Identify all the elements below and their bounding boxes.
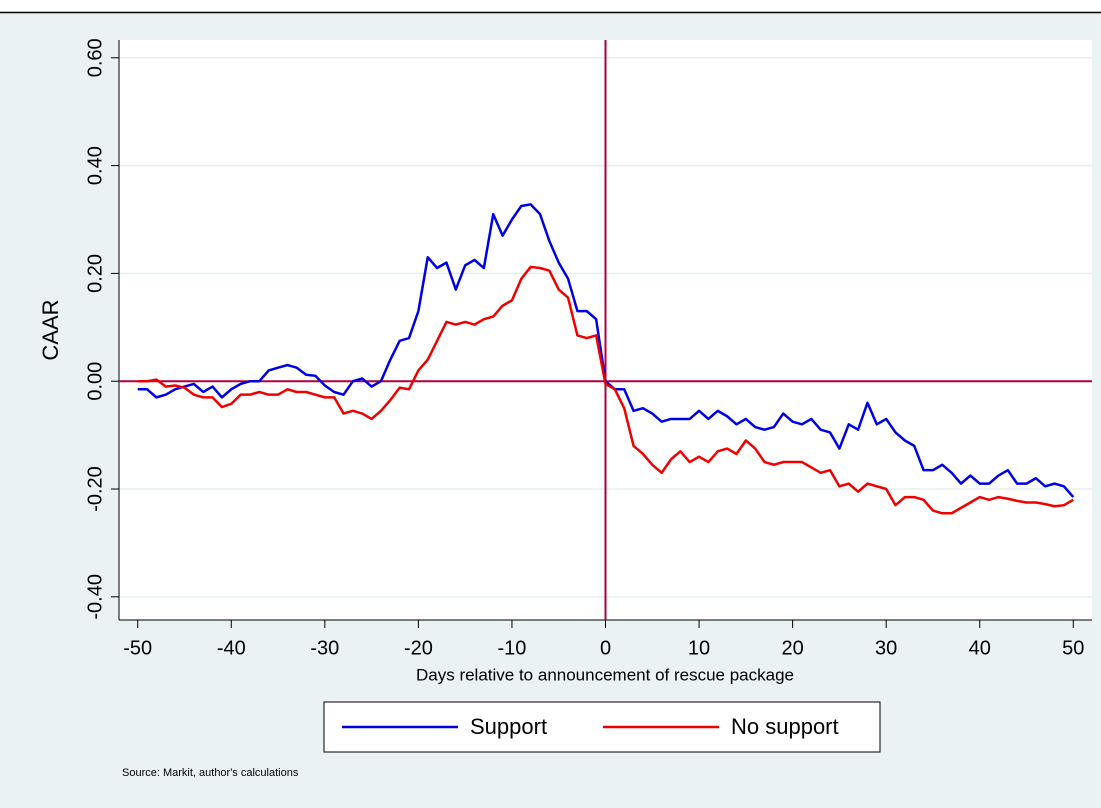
x-tick-label: 0 <box>600 637 611 659</box>
y-axis-title: CAAR <box>38 299 63 360</box>
x-axis-title: Days relative to announcement of rescue … <box>416 665 794 684</box>
y-tick-label: -0.40 <box>84 574 106 620</box>
x-tick-label: 20 <box>781 637 803 659</box>
legend-label: Support <box>470 714 547 739</box>
x-tick-label: -30 <box>310 637 339 659</box>
legend <box>323 701 881 753</box>
x-tick-label: 40 <box>969 637 991 659</box>
y-tick-label: 0.00 <box>84 362 106 401</box>
x-tick-label: -10 <box>497 637 526 659</box>
series-line <box>137 265 1074 515</box>
y-tick-label: 0.40 <box>84 146 106 185</box>
x-tick-label: -40 <box>217 637 246 659</box>
x-tick-label: 10 <box>688 637 710 659</box>
y-tick-label: 0.20 <box>84 254 106 293</box>
source-note: Source: Markit, author's calculations <box>122 767 299 779</box>
x-tick-label: 30 <box>875 637 897 659</box>
y-tick-label: 0.60 <box>84 38 106 77</box>
x-tick-label: -50 <box>123 637 152 659</box>
x-tick-label: 50 <box>1062 637 1084 659</box>
y-tick-label: -0.20 <box>84 466 106 512</box>
x-tick-label: -20 <box>404 637 433 659</box>
legend-label: No support <box>731 714 839 739</box>
